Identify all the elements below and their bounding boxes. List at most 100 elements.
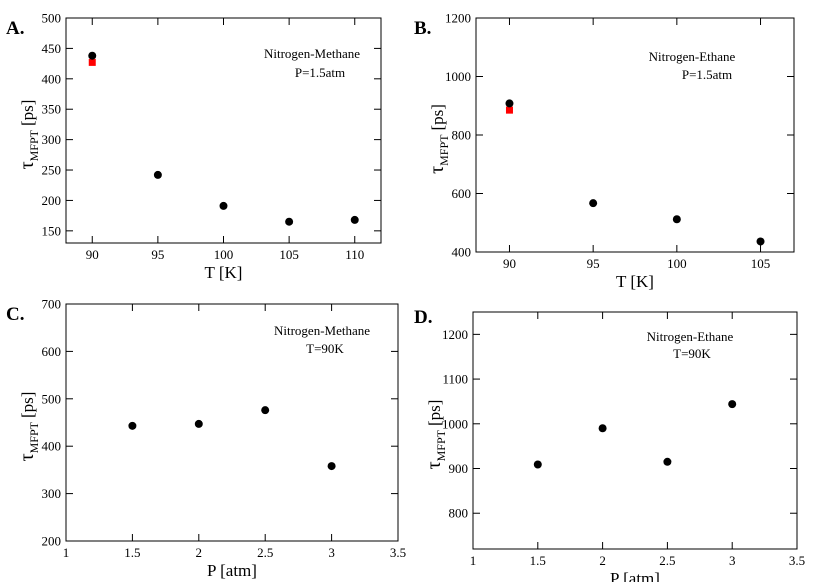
annotation-system: Nitrogen-Methane <box>264 46 360 61</box>
panel-letter: C. <box>6 304 24 325</box>
data-point-circle <box>153 170 162 179</box>
y-tick-label: 500 <box>42 11 62 26</box>
x-tick-label: 105 <box>751 256 771 271</box>
y-tick-label: 200 <box>42 193 62 208</box>
y-tick-label: 800 <box>452 128 472 143</box>
data-point-square <box>88 58 96 66</box>
data-point-circle <box>672 215 681 224</box>
y-axis-symbol: τ <box>16 161 38 169</box>
x-tick-label: 110 <box>345 247 364 262</box>
annotation-condition: T=90K <box>673 346 711 361</box>
y-axis-label: τMFPT [ps] <box>16 100 41 170</box>
y-tick-label: 200 <box>42 534 62 549</box>
panel-letter: D. <box>414 307 432 328</box>
y-axis-subscript: MFPT <box>27 421 41 453</box>
x-tick-label: 105 <box>279 247 299 262</box>
panel-letter: B. <box>414 18 431 39</box>
data-point-square <box>505 106 513 114</box>
y-axis-symbol: τ <box>426 166 448 174</box>
y-axis-label: τMFPT [ps] <box>426 104 451 174</box>
x-tick-label: 3 <box>729 553 736 568</box>
x-axis-label: P [atm] <box>610 569 660 582</box>
data-point-circle <box>128 421 137 430</box>
panel-b: 90 95 100 105 400 600 800 1000 1200 T [K] τMFPT [ps… <box>414 11 795 291</box>
x-axis-label: P [atm] <box>207 561 257 580</box>
y-axis-unit: [ps] <box>18 100 37 126</box>
plot-frame <box>475 17 795 253</box>
annotation-system: Nitrogen-Methane <box>274 323 370 338</box>
annotation-system: Nitrogen-Ethane <box>649 49 736 64</box>
y-axis-symbol: τ <box>16 453 38 461</box>
panel-c: 1 1.5 2 2.5 3 3.5 200 300 400 500 600 700 P [atm] τMF… <box>6 297 406 581</box>
x-tick-label: 95 <box>587 256 600 271</box>
x-tick-label: 2.5 <box>659 553 675 568</box>
y-tick-label: 400 <box>452 245 472 260</box>
data-point-circle <box>728 400 737 409</box>
x-tick-label: 1.5 <box>124 545 140 560</box>
data-point-circle <box>350 215 359 224</box>
data-point-circle <box>194 419 203 428</box>
y-tick-label: 500 <box>42 391 62 406</box>
x-tick-label: 2 <box>599 553 606 568</box>
y-tick-label: 600 <box>42 344 62 359</box>
y-tick-label: 800 <box>449 506 469 521</box>
annotation-condition: T=90K <box>306 341 344 356</box>
x-axis-label: T [K] <box>205 263 243 282</box>
y-axis-label: τMFPT [ps] <box>16 392 41 462</box>
y-axis-subscript: MFPT <box>437 134 451 166</box>
annotation-condition: P=1.5atm <box>682 67 732 82</box>
y-tick-label: 1100 <box>442 372 468 387</box>
y-tick-label: 1000 <box>442 416 468 431</box>
data-point-circle <box>533 460 542 469</box>
x-tick-label: 2.5 <box>257 545 273 560</box>
x-tick-label: 3.5 <box>390 545 406 560</box>
x-tick-label: 100 <box>214 247 234 262</box>
data-point-circle <box>756 237 765 246</box>
data-point-circle <box>589 199 598 208</box>
y-axis-subscript: MFPT <box>27 129 41 161</box>
x-tick-label: 90 <box>86 247 99 262</box>
panel-a: 90 95 100 105 110 150 200 250 300 350 400 450 500 T [… <box>6 11 382 282</box>
annotation-condition: P=1.5atm <box>295 65 345 80</box>
data-point-circle <box>327 462 336 471</box>
y-axis-unit: [ps] <box>428 104 447 130</box>
y-tick-label: 1200 <box>442 327 468 342</box>
x-tick-label: 100 <box>667 256 687 271</box>
y-tick-label: 1000 <box>445 69 471 84</box>
data-point-circle <box>285 217 294 226</box>
data-point-circle <box>663 457 672 466</box>
data-point-circle <box>261 406 270 415</box>
y-tick-label: 150 <box>42 223 62 238</box>
y-tick-label: 450 <box>42 41 62 56</box>
y-tick-label: 400 <box>42 71 62 86</box>
x-tick-label: 90 <box>503 256 516 271</box>
x-tick-label: 1 <box>63 545 70 560</box>
plot-frame <box>65 303 399 542</box>
y-tick-label: 400 <box>42 439 62 454</box>
panel-letter: A. <box>6 18 24 39</box>
y-axis-unit: [ps] <box>18 392 37 418</box>
y-tick-label: 600 <box>452 186 472 201</box>
panel-d: 1 1.5 2 2.5 3 3.5 800 900 1000 1100 1200 P [atm] τMF… <box>414 307 805 582</box>
x-tick-label: 1.5 <box>530 553 546 568</box>
data-point-circle <box>505 99 514 108</box>
x-tick-label: 3 <box>328 545 335 560</box>
y-tick-label: 700 <box>42 297 62 312</box>
data-point-circle <box>88 51 97 60</box>
y-tick-label: 250 <box>42 163 62 178</box>
y-axis-unit: [ps] <box>425 400 444 426</box>
x-tick-label: 2 <box>196 545 203 560</box>
y-axis-symbol: τ <box>423 461 445 469</box>
x-tick-label: 95 <box>151 247 164 262</box>
data-point-circle <box>219 201 228 210</box>
y-axis-subscript: MFPT <box>434 429 448 461</box>
x-axis-label: T [K] <box>616 272 654 291</box>
annotation-system: Nitrogen-Ethane <box>647 329 734 344</box>
y-axis-label: τMFPT [ps] <box>423 400 448 470</box>
y-tick-label: 1200 <box>445 11 471 26</box>
y-tick-label: 300 <box>42 486 62 501</box>
y-tick-label: 300 <box>42 132 62 147</box>
x-tick-label: 1 <box>470 553 477 568</box>
plot-frame <box>472 311 798 550</box>
